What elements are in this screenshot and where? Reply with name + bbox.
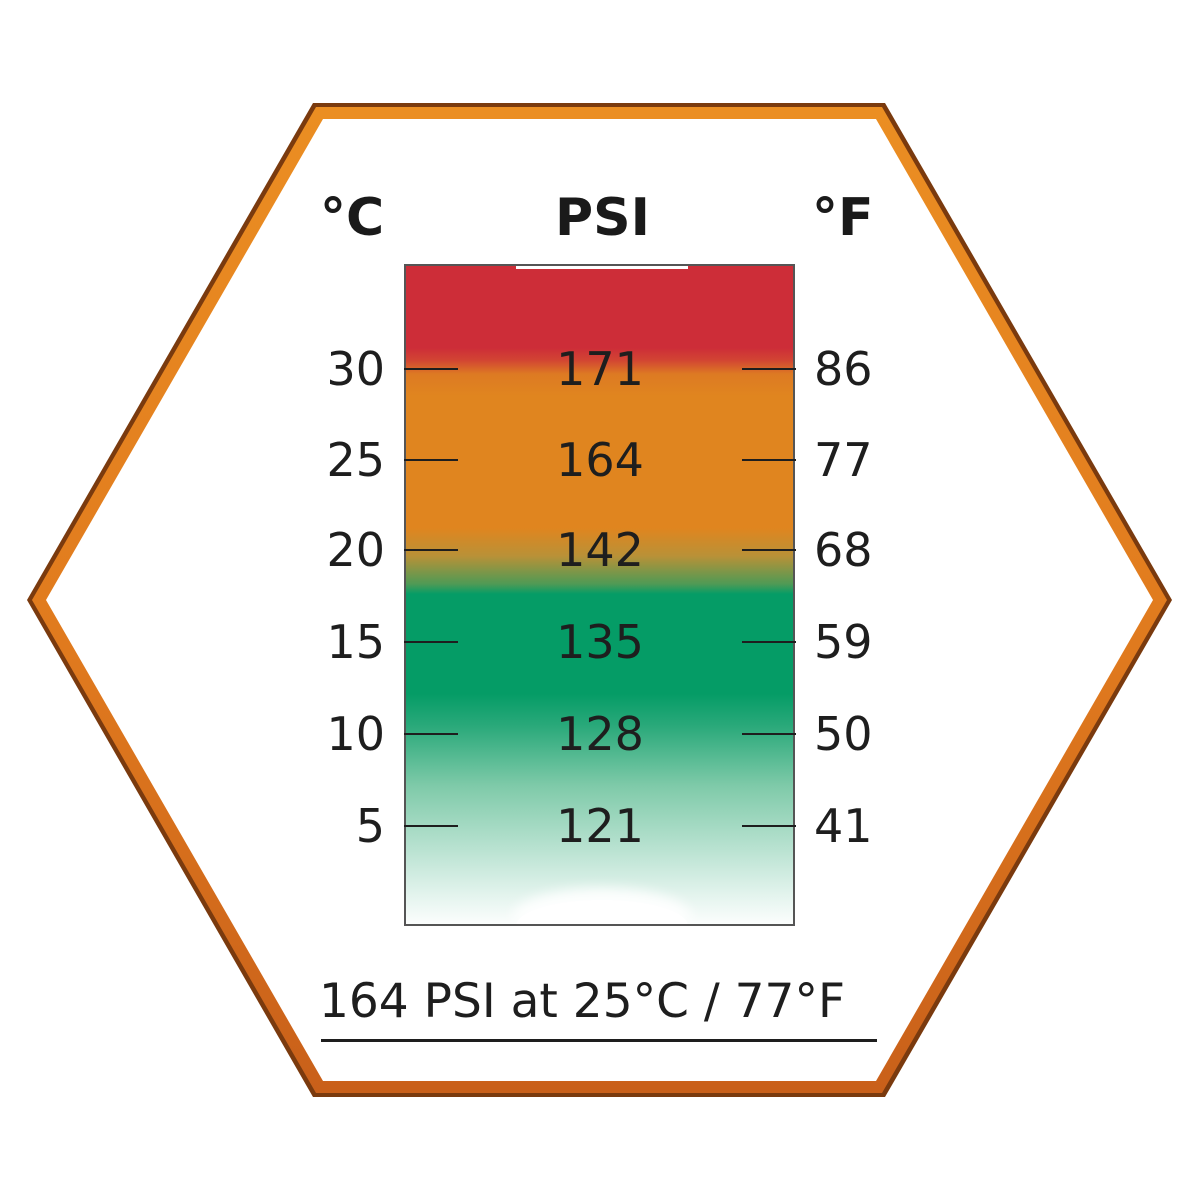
scale-row: 30 171 86 — [0, 339, 1200, 399]
bar-bottom-notch — [516, 900, 688, 924]
psi-value: 142 — [556, 523, 644, 577]
footer-caption: 164 PSI at 25°C / 77°F — [319, 974, 845, 1029]
tick-left — [404, 549, 458, 551]
celsius-header: °C — [320, 188, 385, 248]
tick-right — [742, 825, 796, 827]
scale-row: 25 164 77 — [0, 430, 1200, 490]
psi-value: 171 — [556, 342, 644, 396]
celsius-value: 25 — [326, 433, 385, 487]
fahrenheit-value: 68 — [814, 523, 873, 577]
fahrenheit-value: 86 — [814, 342, 873, 396]
fahrenheit-value: 59 — [814, 615, 873, 669]
psi-value: 164 — [556, 433, 644, 487]
psi-header: PSI — [555, 188, 650, 248]
tick-left — [404, 641, 458, 643]
scale-row: 20 142 68 — [0, 520, 1200, 580]
celsius-value: 5 — [355, 799, 385, 853]
celsius-value: 20 — [326, 523, 385, 577]
fahrenheit-value: 77 — [814, 433, 873, 487]
celsius-value: 30 — [326, 342, 385, 396]
tick-left — [404, 459, 458, 461]
psi-value: 128 — [556, 707, 644, 761]
scale-row: 15 135 59 — [0, 612, 1200, 672]
tick-right — [742, 641, 796, 643]
bar-top-notch — [516, 266, 688, 269]
tick-left — [404, 825, 458, 827]
tick-right — [742, 549, 796, 551]
fahrenheit-value: 41 — [814, 799, 873, 853]
pressure-gradient-bar — [404, 264, 795, 926]
footer-underline — [321, 1039, 877, 1042]
fahrenheit-header: °F — [812, 188, 874, 248]
fahrenheit-value: 50 — [814, 707, 873, 761]
tick-right — [742, 733, 796, 735]
tick-left — [404, 733, 458, 735]
tick-right — [742, 368, 796, 370]
tick-right — [742, 459, 796, 461]
tick-left — [404, 368, 458, 370]
celsius-value: 10 — [326, 707, 385, 761]
psi-value: 135 — [556, 615, 644, 669]
psi-value: 121 — [556, 799, 644, 853]
celsius-value: 15 — [326, 615, 385, 669]
scale-row: 5 121 41 — [0, 796, 1200, 856]
scale-row: 10 128 50 — [0, 704, 1200, 764]
